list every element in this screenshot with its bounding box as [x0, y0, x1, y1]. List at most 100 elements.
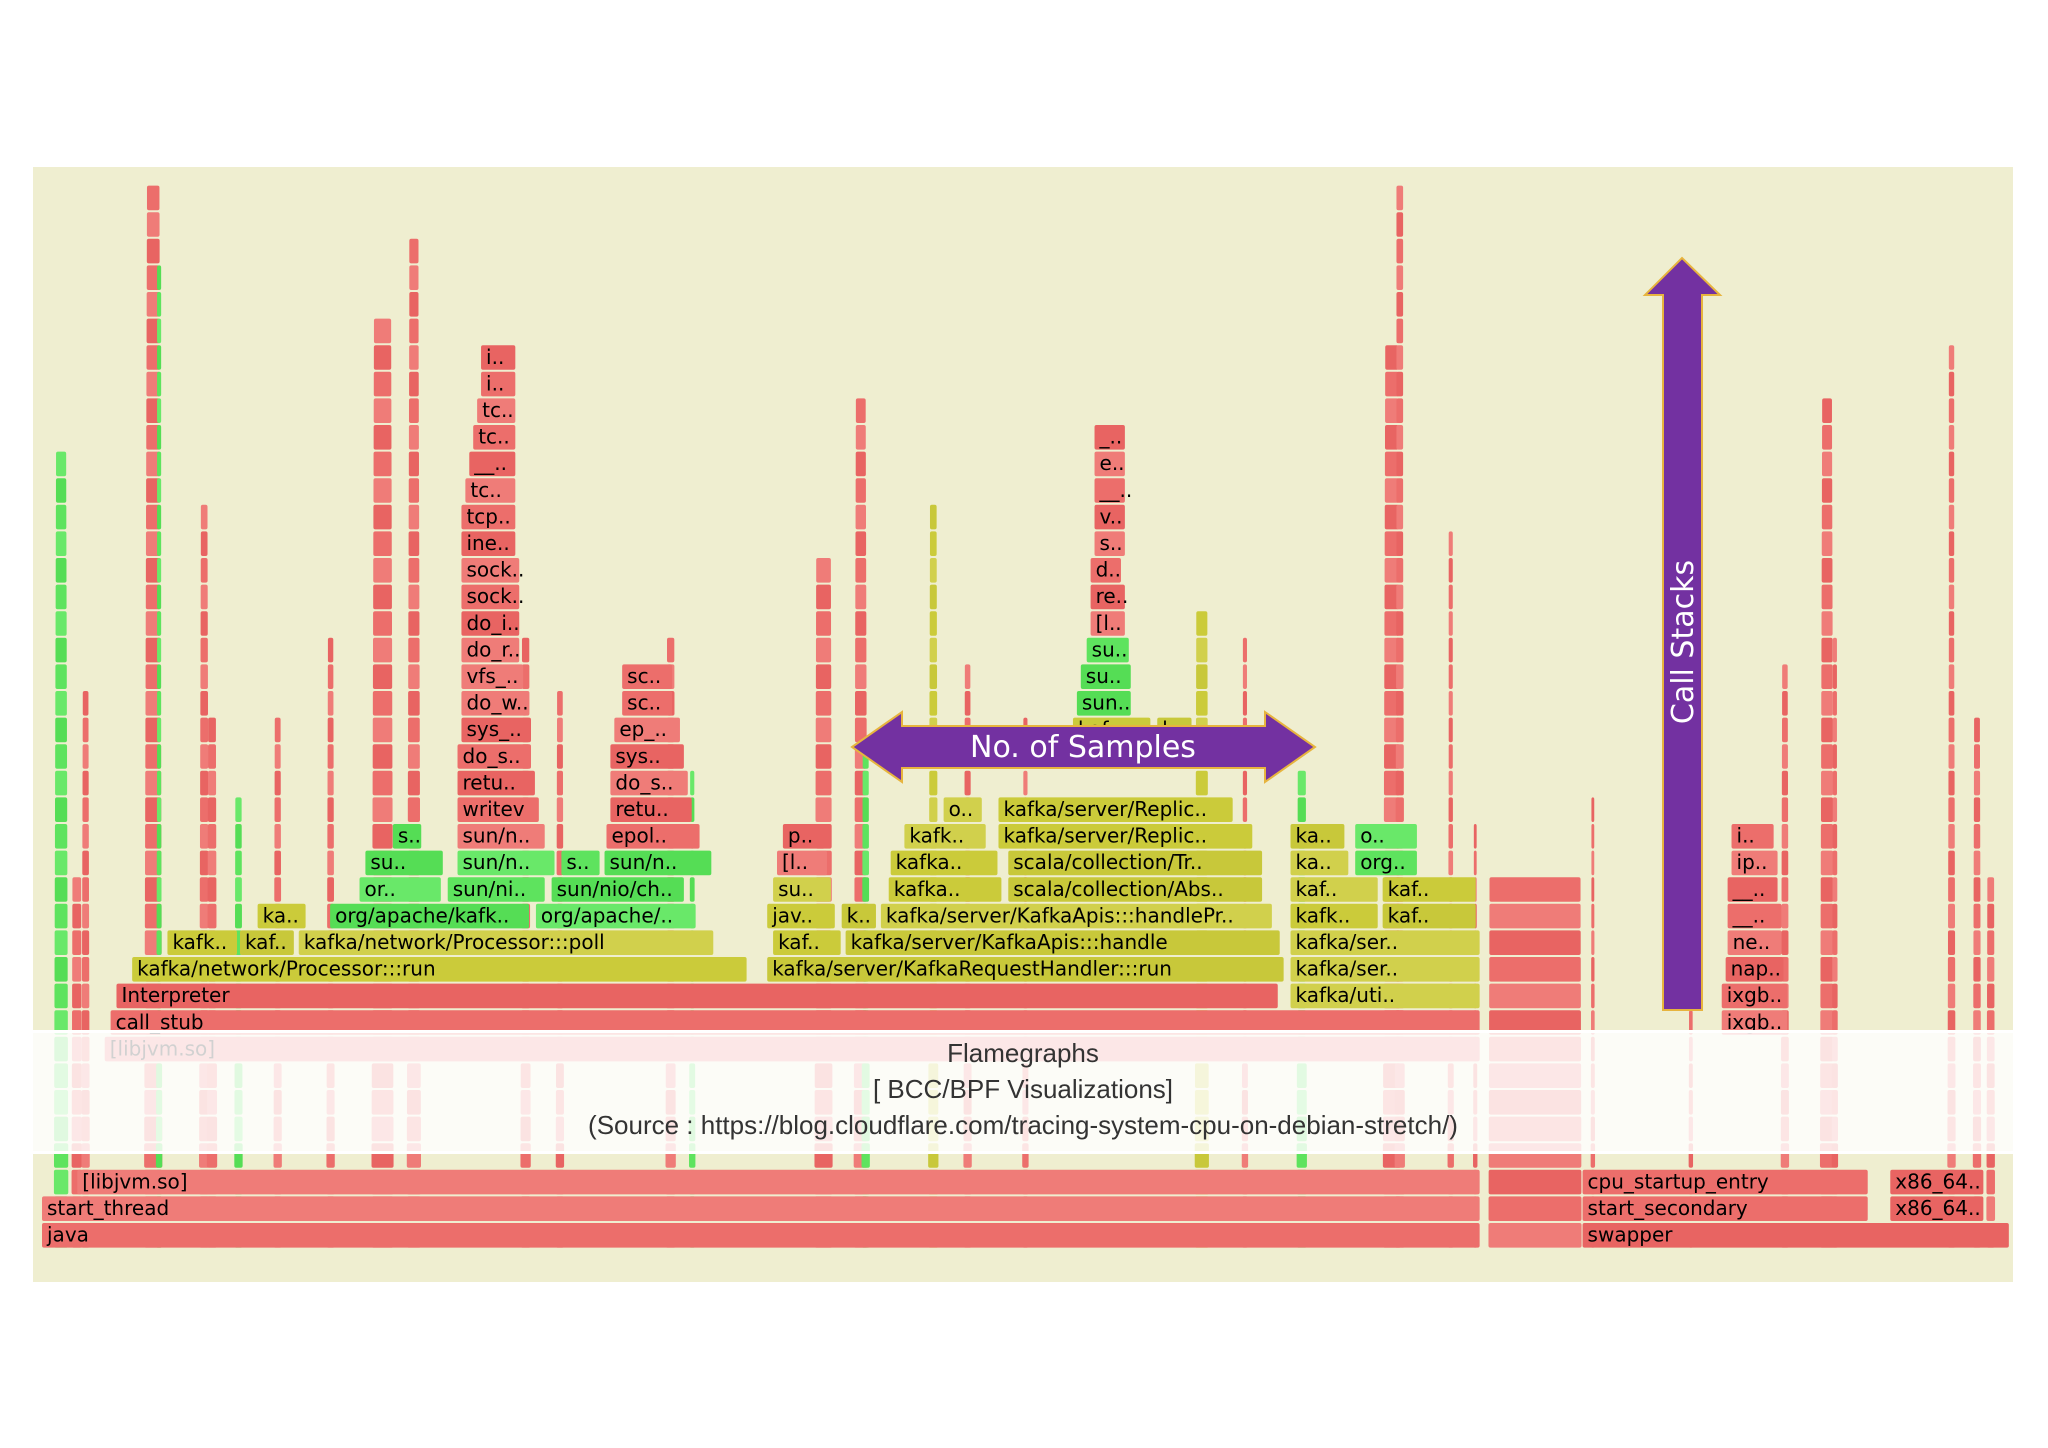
- flame-frame[interactable]: __..: [1094, 478, 1133, 503]
- flame-frame[interactable]: e..: [1094, 451, 1125, 477]
- flame-frame[interactable]: sys_..: [461, 717, 531, 743]
- flame-frame[interactable]: kafka/ser..: [1290, 957, 1480, 982]
- flame-frame[interactable]: kafka/server/KafkaApis:::handlePr..: [880, 903, 1272, 929]
- flame-frame[interactable]: tc..: [473, 425, 516, 450]
- flame-frame[interactable]: re..: [1090, 584, 1129, 610]
- flame-frame[interactable]: p..: [782, 824, 825, 849]
- flame-frame[interactable]: nap..: [1725, 957, 1784, 982]
- flame-frame[interactable]: sc..: [622, 691, 673, 716]
- flame-frame[interactable]: kafk..: [904, 824, 986, 849]
- flame-frame[interactable]: vfs_..: [461, 664, 524, 689]
- flame-frame[interactable]: retu..: [610, 797, 692, 822]
- flame-frame[interactable]: [l..: [1090, 611, 1125, 636]
- flame-frame[interactable]: s..: [392, 824, 422, 849]
- flame-frame[interactable]: sys..: [610, 744, 684, 769]
- flame-frame[interactable]: kafka..: [890, 850, 998, 876]
- flame-frame[interactable]: __..: [469, 451, 516, 477]
- flame-frame[interactable]: kafka..: [888, 877, 1002, 902]
- flame-frame[interactable]: s..: [561, 850, 600, 876]
- flame-frame[interactable]: org/apache/..: [535, 903, 696, 929]
- flame-frame[interactable]: cpu_startup_entry: [1582, 1169, 1868, 1195]
- flame-frame[interactable]: Interpreter: [116, 983, 1278, 1009]
- flame-frame[interactable]: sun/nio/ch..: [551, 877, 684, 902]
- flame-frame[interactable]: sock..: [461, 584, 524, 610]
- flame-frame[interactable]: kafka/server/Replic..: [998, 797, 1233, 822]
- flame-frame[interactable]: __..: [1727, 903, 1782, 929]
- flame-frame[interactable]: java: [42, 1223, 1480, 1248]
- flame-frame[interactable]: do_r..: [461, 637, 520, 663]
- flame-frame[interactable]: ka..: [1290, 824, 1345, 849]
- flame-frame[interactable]: ixgb..: [1721, 1010, 1788, 1035]
- flame-frame[interactable]: [l..: [777, 850, 827, 876]
- flame-frame[interactable]: kafka/network/Processor:::poll: [298, 930, 714, 955]
- flame-frame[interactable]: d..: [1090, 558, 1121, 583]
- flame-frame[interactable]: start_thread: [42, 1196, 1480, 1221]
- flame-frame[interactable]: i..: [1731, 824, 1774, 849]
- flame-frame[interactable]: org/apache/kafk..: [330, 903, 530, 929]
- flame-frame[interactable]: sock..: [461, 558, 524, 583]
- flame-frame[interactable]: kafka/uti..: [1290, 983, 1480, 1009]
- flame-frame[interactable]: kaf..: [1382, 877, 1476, 902]
- flame-frame[interactable]: kaf..: [1290, 877, 1378, 902]
- flame-frame[interactable]: epol..: [606, 824, 700, 849]
- flame-frame[interactable]: i..: [481, 371, 516, 397]
- flame-frame[interactable]: do_w..: [461, 691, 529, 716]
- flame-frame[interactable]: scala/collection/Tr..: [1008, 850, 1263, 876]
- stack-frame: [55, 664, 67, 689]
- flame-frame[interactable]: do_s..: [457, 744, 531, 769]
- flame-frame[interactable]: do_i..: [461, 611, 520, 636]
- flame-frame[interactable]: sun/n..: [604, 850, 712, 876]
- flame-frame[interactable]: kafk..: [1290, 903, 1378, 929]
- flame-frame[interactable]: sun/n..: [457, 850, 555, 876]
- flame-frame[interactable]: su..: [365, 850, 443, 876]
- flame-frame[interactable]: jav..: [767, 903, 835, 929]
- flame-frame[interactable]: writev: [457, 797, 539, 822]
- flame-frame[interactable]: x86_64..: [1890, 1196, 1984, 1221]
- flame-frame[interactable]: kaf..: [773, 930, 841, 955]
- flame-frame[interactable]: ka..: [1290, 850, 1349, 876]
- flame-frame[interactable]: x86_64..: [1890, 1169, 1984, 1195]
- flame-frame[interactable]: kafka/server/Replic..: [998, 824, 1253, 849]
- flame-frame[interactable]: or..: [359, 877, 441, 902]
- flame-frame[interactable]: scala/collection/Abs..: [1008, 877, 1263, 902]
- flame-frame[interactable]: k..: [841, 903, 876, 929]
- flame-frame[interactable]: tc..: [477, 398, 516, 423]
- flame-frame[interactable]: v..: [1094, 504, 1125, 530]
- flame-frame[interactable]: kafka/ser..: [1290, 930, 1480, 955]
- flame-frame[interactable]: kafka/server/KafkaApis:::handle: [845, 930, 1280, 955]
- flame-frame[interactable]: retu..: [457, 770, 535, 796]
- flame-frame[interactable]: kaf..: [239, 930, 294, 955]
- flame-frame[interactable]: ip..: [1731, 850, 1778, 876]
- flame-frame[interactable]: su..: [1086, 637, 1129, 663]
- flame-frame[interactable]: call_stub: [110, 1010, 1480, 1035]
- flame-frame[interactable]: kafka/server/KafkaRequestHandler:::run: [767, 957, 1284, 982]
- flame-frame[interactable]: sun..: [1076, 691, 1131, 716]
- flame-frame[interactable]: ep_..: [614, 717, 680, 743]
- flame-frame[interactable]: ka..: [257, 903, 306, 929]
- flame-frame[interactable]: [libjvm.so]: [77, 1169, 1480, 1195]
- flame-frame[interactable]: o..: [1355, 824, 1417, 849]
- flame-frame[interactable]: i..: [481, 345, 516, 370]
- flame-frame[interactable]: sun/ni..: [447, 877, 545, 902]
- flame-frame[interactable]: su..: [773, 877, 831, 902]
- flame-frame[interactable]: start_secondary: [1582, 1196, 1868, 1221]
- flame-frame[interactable]: kafka/network/Processor:::run: [132, 957, 747, 982]
- flame-frame[interactable]: __..: [1727, 877, 1778, 902]
- flame-frame[interactable]: org..: [1355, 850, 1417, 876]
- flame-frame[interactable]: swapper: [1582, 1223, 2009, 1248]
- flame-frame[interactable]: ne..: [1727, 930, 1782, 955]
- flame-frame[interactable]: _..: [1094, 425, 1125, 450]
- flame-frame[interactable]: tc..: [465, 478, 516, 503]
- flame-frame[interactable]: su..: [1080, 664, 1131, 689]
- flame-frame[interactable]: ine..: [461, 531, 516, 556]
- flame-frame[interactable]: sc..: [622, 664, 673, 689]
- flame-frame[interactable]: tcp..: [461, 504, 516, 530]
- flame-frame[interactable]: ixgb..: [1721, 983, 1788, 1009]
- flame-frame[interactable]: kafk..: [167, 930, 237, 955]
- flame-frame[interactable]: s..: [1094, 531, 1125, 556]
- flame-frame[interactable]: sun/n..: [457, 824, 545, 849]
- stack-frame: [274, 717, 281, 743]
- flame-frame[interactable]: kaf..: [1382, 903, 1476, 929]
- flame-frame[interactable]: o..: [943, 797, 982, 822]
- flame-frame[interactable]: do_s..: [610, 770, 688, 796]
